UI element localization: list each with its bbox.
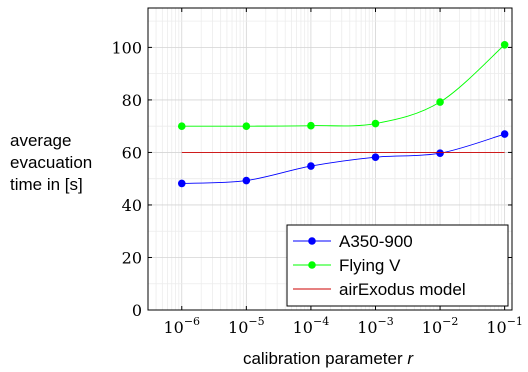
x-tick-label-base: 10 xyxy=(228,318,248,337)
y-tick-labels: 0 20 40 60 80 100 xyxy=(111,38,142,320)
x-tick-label: 10−3 xyxy=(357,315,394,337)
data-point xyxy=(371,119,380,128)
x-tick-label-base: 10 xyxy=(357,318,377,337)
ticks xyxy=(148,8,512,311)
y-tick-label: 80 xyxy=(122,91,142,110)
data-point xyxy=(242,176,251,185)
y-tick-label: 0 xyxy=(132,301,142,320)
legend-marker xyxy=(308,237,316,245)
x-tick-label-exponent: −3 xyxy=(378,315,394,328)
legend-marker xyxy=(308,261,316,269)
x-tick-label-exponent: −2 xyxy=(442,315,458,328)
series-line xyxy=(181,44,505,127)
data-point xyxy=(177,179,186,188)
x-tick-label-base: 10 xyxy=(163,318,183,337)
x-tick-label-base: 10 xyxy=(293,318,313,337)
data-point xyxy=(371,153,380,161)
legend-item: airExodus model xyxy=(293,280,466,299)
x-tick-labels: 10−6 10−5 10−4 10−3 10−2 10−1 xyxy=(163,315,522,337)
x-tick-label-exponent: −6 xyxy=(184,315,200,328)
y-tick-label: 20 xyxy=(122,248,142,267)
y-tick-label: 100 xyxy=(111,38,142,57)
legend-label: Flying V xyxy=(339,256,401,275)
legend-items: A350-900 Flying V airExodus model xyxy=(293,232,466,299)
legend-label: airExodus model xyxy=(339,280,466,299)
data-point xyxy=(500,130,509,138)
legend-label: A350-900 xyxy=(339,232,413,251)
data-point xyxy=(242,122,251,130)
x-axis-label: calibration parameter r xyxy=(243,349,414,368)
x-axis-label-variable: r xyxy=(407,349,414,368)
x-tick-label-exponent: −5 xyxy=(248,315,264,328)
y-axis-label-line-3: time in [s] xyxy=(10,175,83,194)
series-0 xyxy=(177,130,509,188)
y-tick-label: 60 xyxy=(122,143,142,162)
x-tick-label-exponent: −4 xyxy=(313,315,329,328)
x-tick-label-base: 10 xyxy=(486,318,506,337)
data-point xyxy=(307,121,315,130)
data-point xyxy=(177,122,186,130)
x-tick-label-base: 10 xyxy=(422,318,442,337)
x-tick-label-exponent: −1 xyxy=(507,315,523,328)
x-tick-label: 10−4 xyxy=(293,315,330,337)
data-point xyxy=(436,98,444,106)
y-axis-label-line-1: average xyxy=(10,131,71,150)
series-layer xyxy=(177,40,509,188)
axes-frame xyxy=(147,7,513,311)
legend-box xyxy=(286,224,509,307)
legend-item: Flying V xyxy=(293,256,401,275)
data-point xyxy=(436,149,444,158)
legend: A350-900 Flying V airExodus model xyxy=(286,224,509,307)
y-axis-label-line-2: evacuation xyxy=(10,153,92,172)
data-point xyxy=(307,162,315,170)
x-tick-label: 10−5 xyxy=(228,315,265,337)
x-tick-label: 10−2 xyxy=(422,315,459,337)
series-line xyxy=(181,133,505,184)
series-1 xyxy=(177,40,509,130)
x-tick-label: 10−6 xyxy=(163,315,200,337)
legend-item: A350-900 xyxy=(293,232,413,251)
y-tick-label: 40 xyxy=(122,196,142,215)
x-tick-label: 10−1 xyxy=(486,315,523,337)
data-point xyxy=(500,40,509,49)
x-axis-label-text: calibration parameter xyxy=(243,349,403,368)
